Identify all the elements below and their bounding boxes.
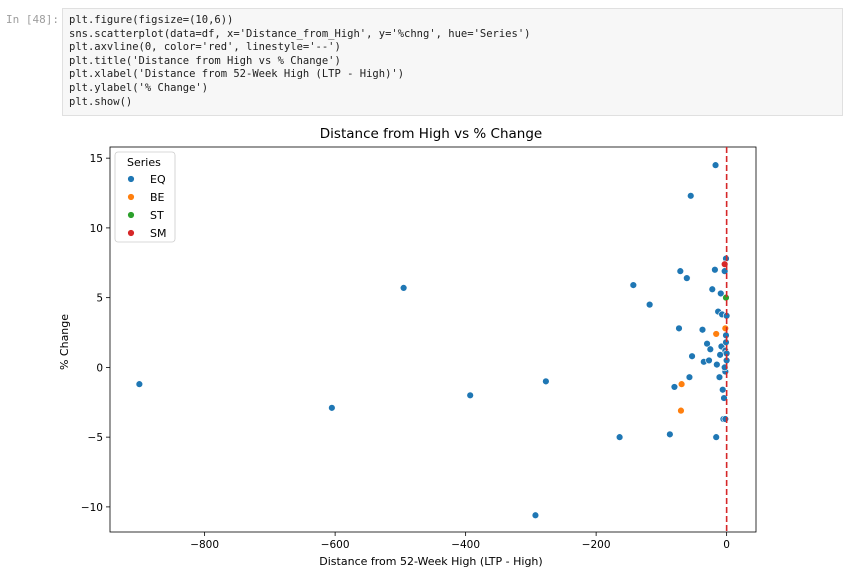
axes-frame [109, 146, 757, 533]
data-point-eq [531, 511, 540, 519]
data-point-eq [676, 267, 685, 275]
legend-marker-st [127, 211, 135, 219]
data-point-eq [645, 300, 654, 309]
x-axis-label: Distance from 52-Week High (LTP - High) [319, 555, 542, 568]
data-point-eq [711, 161, 720, 169]
data-point-eq [703, 339, 711, 348]
data-point-eq [683, 274, 691, 282]
data-point-be [712, 330, 720, 338]
data-point-be [721, 324, 730, 333]
data-point-eq [675, 324, 683, 333]
code-line: plt.figure(figsize=(10,6)) [69, 14, 234, 26]
code-line: plt.axvline(0, color='red', linestyle='-… [69, 41, 341, 54]
data-point-eq [666, 430, 674, 439]
legend-label-be: BE [150, 191, 165, 204]
data-point-eq [712, 433, 720, 441]
data-point-eq [466, 391, 474, 399]
y-tick-label: −5 [88, 432, 103, 444]
x-tick-label: −600 [321, 539, 350, 551]
data-point-eq [542, 377, 550, 386]
plot-output: Distance from High vs % Change −800 −600 −… [40, 124, 830, 580]
data-point-eq [708, 285, 716, 293]
code-line: plt.ylabel('% Change') [69, 81, 209, 94]
chart-title: Distance from High vs % Change [320, 126, 542, 142]
code-editor[interactable]: plt.figure(figsize=(10,6)) sns.scatterpl… [69, 14, 836, 109]
code-line: plt.xlabel('Distance from 52-Week High (… [69, 68, 405, 81]
legend-marker-eq [127, 175, 135, 183]
data-point-eq [721, 415, 730, 423]
data-point-eq [687, 192, 695, 200]
data-point-eq [399, 284, 408, 292]
data-point-eq [688, 352, 696, 360]
data-point-be [677, 380, 686, 388]
legend-marker-sm [127, 229, 135, 237]
data-point-eq [685, 373, 694, 381]
legend-title: Series [127, 156, 161, 169]
data-point-eq [715, 373, 724, 381]
data-point-eq [706, 345, 715, 353]
data-point-eq [711, 266, 719, 274]
legend-label-sm: SM [150, 227, 166, 240]
cell-prompt: In [48]: [6, 13, 59, 26]
data-point-eq [719, 386, 727, 394]
legend-box [114, 151, 176, 243]
x-tick-label: −800 [190, 539, 219, 551]
data-point-eq [713, 360, 721, 369]
scatter-chart: Distance from High vs % Change −800 −600 −… [58, 126, 757, 568]
y-axis-label: % Change [58, 314, 71, 370]
data-point-eq [705, 356, 713, 365]
data-point-eq [135, 380, 144, 388]
data-point-be [677, 406, 685, 415]
y-tick-label: 15 [90, 153, 103, 165]
legend-marker-be [127, 193, 135, 201]
y-tick-label: 5 [96, 293, 103, 305]
data-point-eq [629, 281, 638, 289]
code-cell[interactable]: plt.figure(figsize=(10,6)) sns.scatterpl… [62, 8, 843, 116]
x-tick-label: −400 [451, 539, 480, 551]
x-tick-label: 0 [723, 539, 730, 551]
y-tick-label: 10 [90, 223, 103, 235]
data-point-eq [328, 404, 336, 412]
code-line: plt.show() [69, 95, 133, 108]
y-tick-label: −10 [81, 502, 103, 514]
data-point-eq [720, 394, 728, 402]
x-tick-label: −200 [582, 539, 611, 551]
data-point-eq [698, 326, 707, 334]
legend-label-st: ST [150, 209, 164, 222]
data-point-eq [615, 433, 624, 441]
legend-label-eq: EQ [150, 173, 166, 186]
code-line: plt.title('Distance from High vs % Chang… [69, 54, 341, 67]
data-point-eq [670, 383, 679, 391]
data-point-eq [717, 289, 725, 298]
y-tick-label: 0 [96, 362, 103, 374]
code-line: sns.scatterplot(data=df, x='Distance_fro… [69, 27, 531, 40]
